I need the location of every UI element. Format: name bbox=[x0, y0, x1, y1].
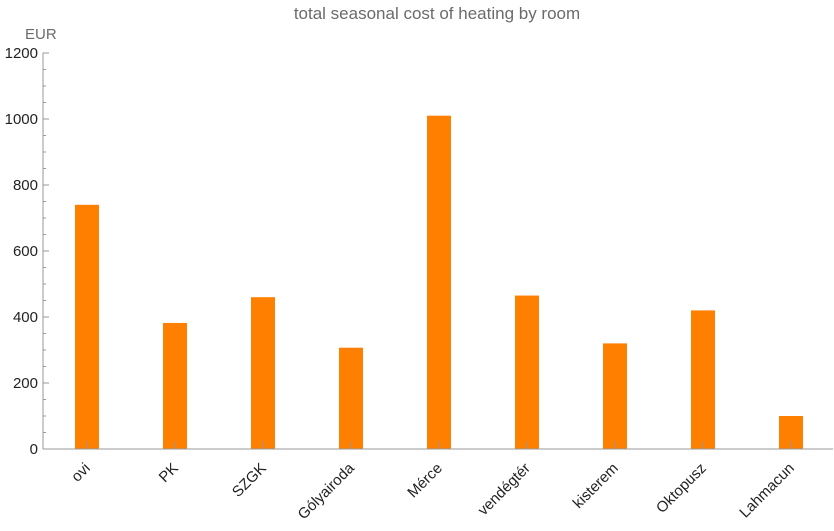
x-tick-label: Lahmacun bbox=[736, 460, 798, 522]
x-tick-label: Gólyairoda bbox=[295, 459, 359, 523]
bar-PK bbox=[163, 322, 187, 449]
y-tick-label: 800 bbox=[13, 177, 38, 194]
bar-Mérce bbox=[427, 115, 451, 449]
bar-Gólyairoda bbox=[339, 347, 363, 449]
x-tick-label: SZGK bbox=[229, 460, 270, 501]
x-tick-label: vendégtér bbox=[475, 460, 534, 519]
bar-SZGK bbox=[251, 297, 275, 449]
y-tick-label: 400 bbox=[13, 309, 38, 326]
x-tick-label: kisterem bbox=[570, 460, 622, 512]
chart-title: total seasonal cost of heating by room bbox=[294, 4, 580, 23]
bars bbox=[75, 115, 803, 449]
x-tick-label: Mérce bbox=[404, 460, 445, 501]
y-axis-label: EUR bbox=[25, 26, 57, 43]
x-tick-label: Oktopusz bbox=[653, 460, 710, 517]
bar-kisterem bbox=[603, 343, 627, 449]
x-tick-label: ovi bbox=[68, 460, 94, 486]
x-axis: ovi PK SZGK Gólyairoda Mérce vendégtér kistere… bbox=[43, 442, 833, 523]
y-tick-label: 1000 bbox=[5, 111, 38, 128]
y-tick-label: 0 bbox=[30, 441, 38, 458]
y-axis: 0 200 400 600 800 1000 1200 bbox=[5, 45, 49, 458]
bar-Oktopusz bbox=[691, 310, 715, 449]
x-tick-label: PK bbox=[156, 460, 182, 486]
y-tick-label: 200 bbox=[13, 375, 38, 392]
y-tick-label: 1200 bbox=[5, 45, 38, 62]
bar-ovi bbox=[75, 204, 99, 449]
y-tick-label: 600 bbox=[13, 243, 38, 260]
bar-vendégtér bbox=[515, 295, 539, 449]
